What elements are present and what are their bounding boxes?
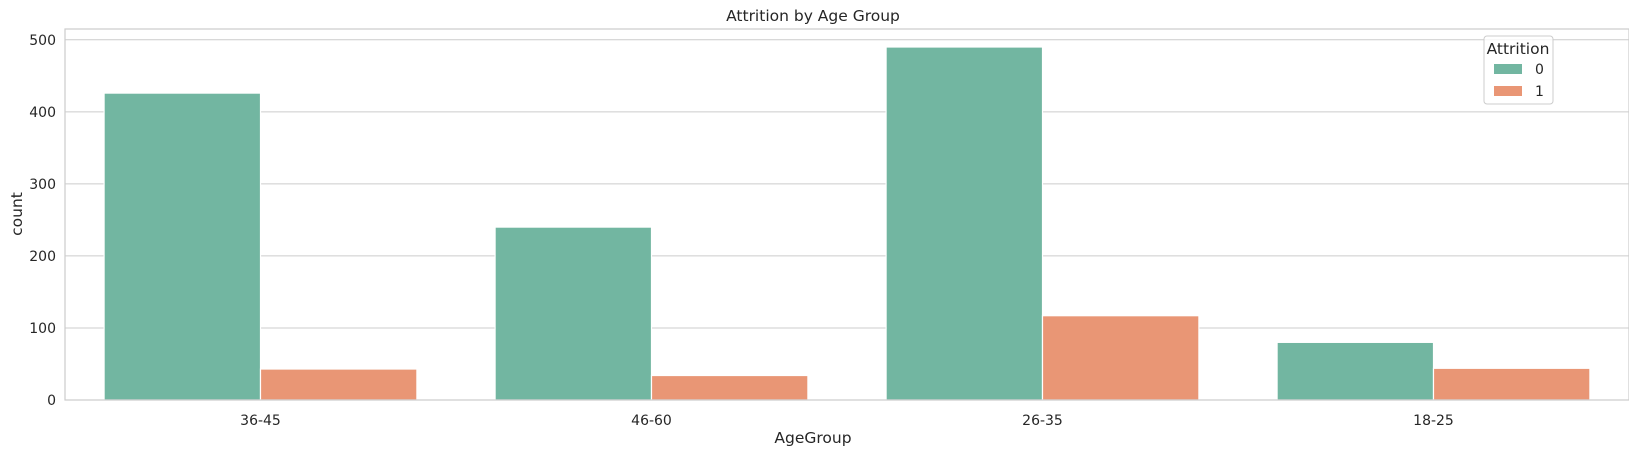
bar-46-60-attrition-0 xyxy=(494,226,653,401)
bar-36-45-attrition-0 xyxy=(103,92,262,401)
bar-26-35-attrition-1 xyxy=(1041,315,1200,401)
bar-18-25-attrition-1 xyxy=(1432,367,1591,401)
x-tick-labels: 36-45 46-60 26-35 18-25 xyxy=(240,413,1454,429)
bars xyxy=(103,46,1591,401)
y-tick-label: 0 xyxy=(47,393,56,409)
legend-swatch-1 xyxy=(1494,86,1522,96)
bar-46-60-attrition-1 xyxy=(650,374,809,401)
y-axis-label: count xyxy=(8,192,26,236)
legend-label-1: 1 xyxy=(1535,84,1544,100)
x-axis-label: AgeGroup xyxy=(774,429,851,447)
y-tick-label: 200 xyxy=(29,249,56,265)
x-tick-label: 26-35 xyxy=(1022,413,1063,429)
x-tick-label: 18-25 xyxy=(1413,413,1454,429)
bar-26-35-attrition-0 xyxy=(885,46,1044,401)
legend-title: Attrition xyxy=(1487,40,1550,58)
chart-title: Attrition by Age Group xyxy=(726,7,900,25)
x-tick-label: 36-45 xyxy=(240,413,281,429)
bar-18-25-attrition-0 xyxy=(1276,341,1435,401)
y-tick-label: 500 xyxy=(29,33,56,49)
y-tick-label: 400 xyxy=(29,105,56,121)
y-tick-label: 100 xyxy=(29,321,56,337)
x-tick-label: 46-60 xyxy=(631,413,672,429)
legend: Attrition 01 xyxy=(1483,35,1554,105)
legend-items: 01 xyxy=(1494,62,1544,100)
plot-frame xyxy=(64,28,1629,401)
legend-label-0: 0 xyxy=(1535,62,1544,78)
y-tick-label: 300 xyxy=(29,177,56,193)
legend-swatch-0 xyxy=(1494,64,1522,74)
bar-36-45-attrition-1 xyxy=(259,368,418,401)
y-tick-labels: 0 100 200 300 400 500 xyxy=(29,33,56,409)
